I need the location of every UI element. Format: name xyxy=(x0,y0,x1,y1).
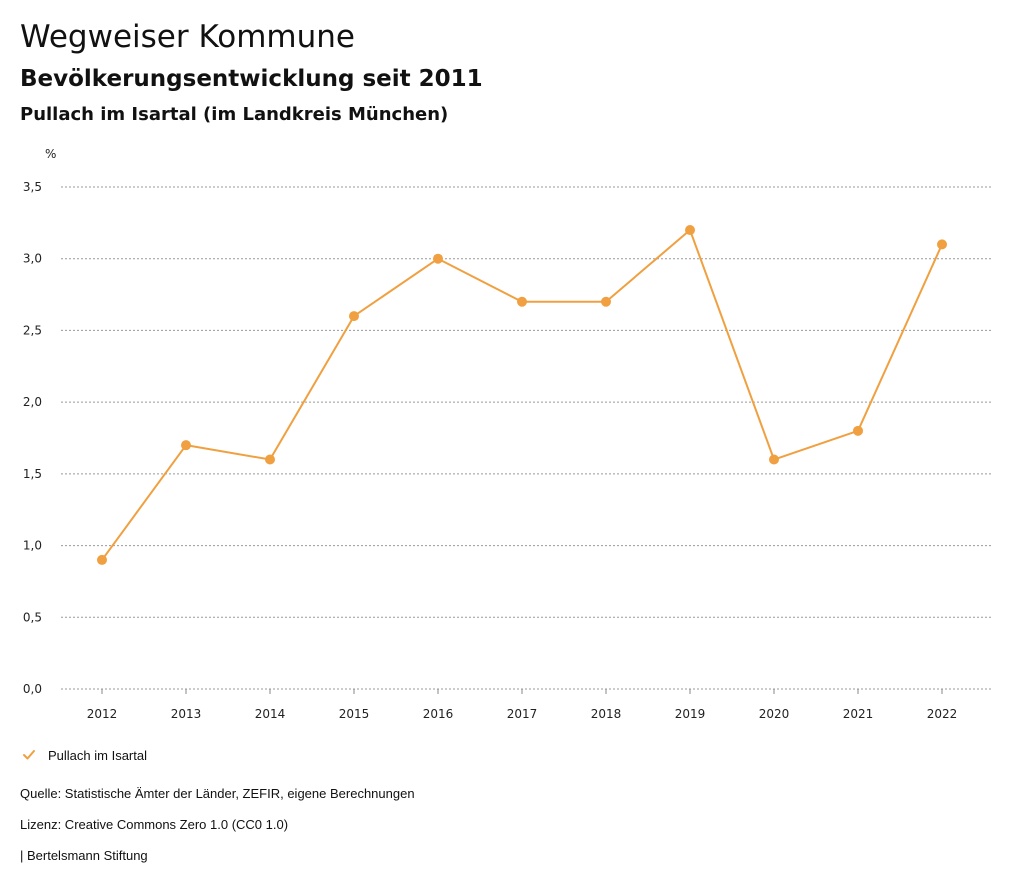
y-tick-label: 3,0 xyxy=(23,252,42,266)
x-tick-label: 2022 xyxy=(927,707,958,721)
y-tick-label: 2,0 xyxy=(23,395,42,409)
check-icon xyxy=(23,750,35,760)
y-tick-label: 1,5 xyxy=(23,467,42,481)
data-point[interactable] xyxy=(181,440,191,451)
legend-item-pullach[interactable]: Pullach im Isartal xyxy=(22,744,147,766)
x-tick-label: 2015 xyxy=(339,707,370,721)
x-tick-label: 2017 xyxy=(507,707,538,721)
chart-subtitle: Bevölkerungsentwicklung seit 2011 xyxy=(20,66,483,92)
y-axis-ticks: 0,0 0,5 1,0 1,5 2,0 2,5 3,0 3,5 xyxy=(23,180,42,696)
x-tick-label: 2016 xyxy=(423,707,454,721)
data-point[interactable] xyxy=(265,454,275,465)
region-title: Pullach im Isartal (im Landkreis München… xyxy=(20,104,449,125)
x-tick-label: 2012 xyxy=(87,707,118,721)
source-note: Quelle: Statistische Ämter der Länder, Z… xyxy=(20,786,415,801)
x-tick-label: 2018 xyxy=(591,707,622,721)
y-tick-label: 3,5 xyxy=(23,180,42,194)
page-title: Wegweiser Kommune xyxy=(20,19,355,55)
y-tick-label: 1,0 xyxy=(23,539,42,553)
y-tick-label: 2,5 xyxy=(23,323,42,337)
legend-label: Pullach im Isartal xyxy=(48,747,147,763)
organization-note: | Bertelsmann Stiftung xyxy=(20,848,148,863)
data-point[interactable] xyxy=(685,225,695,236)
y-axis-unit: % xyxy=(45,147,56,161)
series-group xyxy=(97,225,947,565)
data-point[interactable] xyxy=(433,253,443,264)
x-tick-label: 2021 xyxy=(843,707,874,721)
data-point[interactable] xyxy=(769,454,779,465)
data-point[interactable] xyxy=(97,554,107,565)
data-point[interactable] xyxy=(517,296,527,307)
series-line xyxy=(101,229,943,561)
x-tick-label: 2020 xyxy=(759,707,790,721)
y-tick-label: 0,5 xyxy=(23,610,42,624)
license-note: Lizenz: Creative Commons Zero 1.0 (CC0 1… xyxy=(20,817,289,832)
x-tick-label: 2014 xyxy=(255,707,286,721)
data-point[interactable] xyxy=(937,239,947,250)
gridlines xyxy=(61,186,991,690)
data-point[interactable] xyxy=(349,311,359,322)
line-chart: % 0,00,51,01,52,02,53,03,5 2012 2013 2014 2… xyxy=(23,147,991,721)
x-tick-label: 2019 xyxy=(675,707,706,721)
x-axis-ticks: 2012 2013 2014 2015 2016 2017 2018 2019 2020 2021… xyxy=(87,689,958,721)
data-point[interactable] xyxy=(601,296,611,307)
y-tick-label: 0,0 xyxy=(23,682,42,696)
data-point[interactable] xyxy=(853,425,863,436)
x-tick-label: 2013 xyxy=(171,707,202,721)
